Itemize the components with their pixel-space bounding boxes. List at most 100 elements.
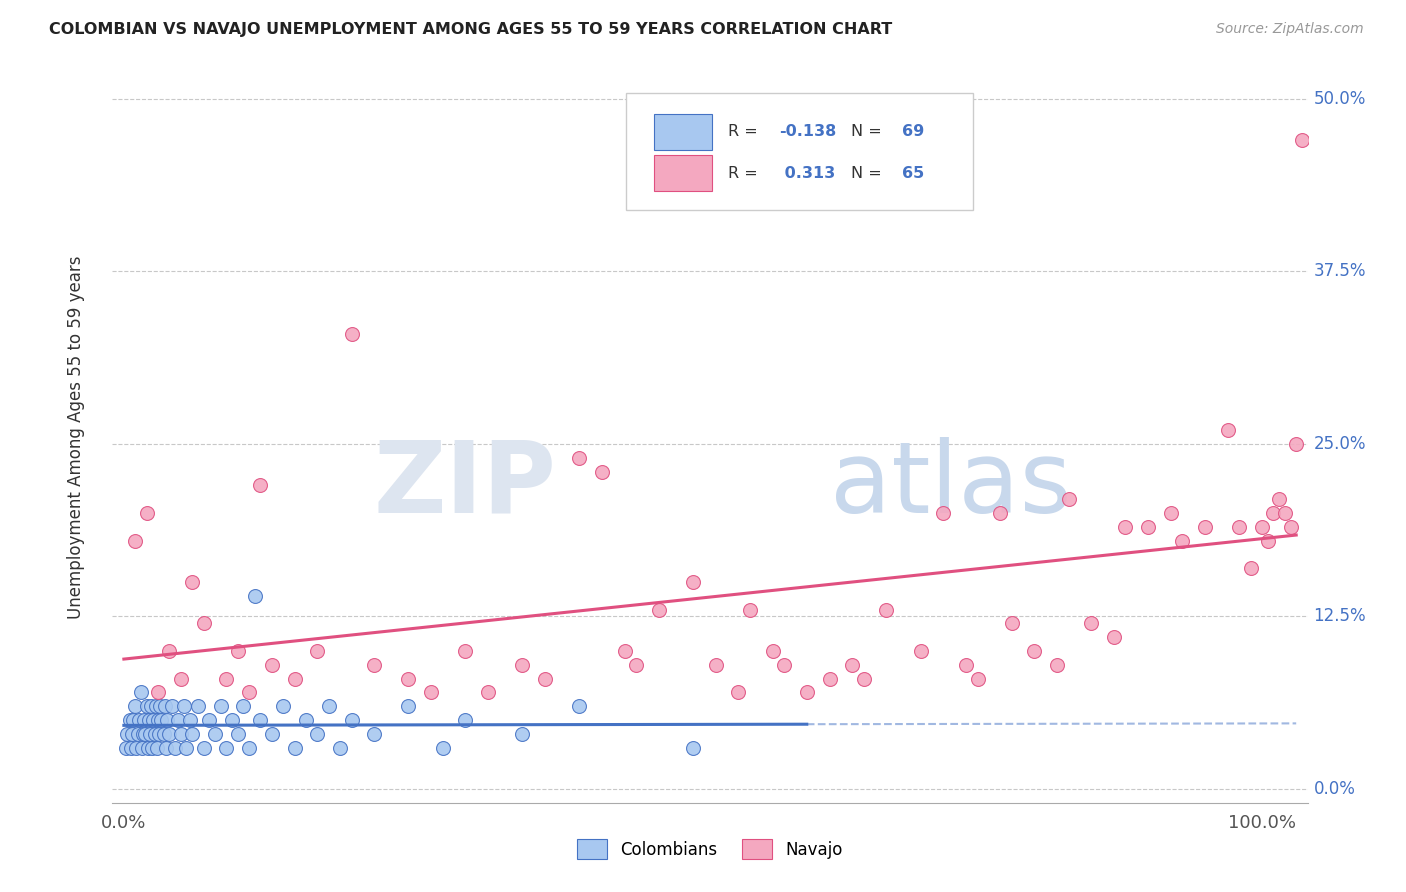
Point [363,727,385,741]
Point [141,699,163,714]
Point [307,727,329,741]
Point [1227,520,1250,534]
Point [260,727,283,741]
Point [146,740,169,755]
Point [146,713,169,727]
Point [129,685,152,699]
Point [329,740,352,755]
Point [243,589,266,603]
Point [1171,533,1194,548]
Point [727,685,749,699]
Point [1102,630,1125,644]
Point [160,699,183,714]
Point [146,685,169,699]
Point [141,740,163,755]
Point [534,672,557,686]
Point [1057,492,1080,507]
Text: 25.0%: 25.0% [1313,435,1367,453]
Point [932,506,955,520]
Point [682,740,704,755]
Point [773,657,796,672]
Point [122,713,145,727]
Point [145,699,167,714]
Point [149,699,172,714]
Point [128,713,150,727]
Point [232,699,254,714]
Text: 0.0%: 0.0% [1313,780,1355,798]
FancyBboxPatch shape [654,114,713,150]
Point [1114,520,1136,534]
Point [568,450,591,465]
Point [120,740,142,755]
Point [260,657,283,672]
Point [454,713,477,727]
Point [173,699,195,714]
Point [762,644,785,658]
Point [142,713,165,727]
Point [1257,533,1279,548]
Point [396,672,419,686]
Point [568,699,591,714]
Point [157,644,180,658]
Point [613,644,636,658]
Point [136,740,159,755]
Text: COLOMBIAN VS NAVAJO UNEMPLOYMENT AMONG AGES 55 TO 59 YEARS CORRELATION CHART: COLOMBIAN VS NAVAJO UNEMPLOYMENT AMONG A… [49,22,893,37]
Point [420,685,443,699]
Point [143,727,166,741]
Text: N =: N = [851,166,887,181]
Point [132,727,155,741]
Point [295,713,318,727]
Text: Source: ZipAtlas.com: Source: ZipAtlas.com [1216,22,1364,37]
Point [454,644,477,658]
Point [818,672,841,686]
Point [249,478,271,492]
Text: R =: R = [728,124,763,139]
Point [796,685,818,699]
Point [510,657,533,672]
Text: 12.5%: 12.5% [1313,607,1367,625]
Point [1216,423,1239,437]
Point [340,713,363,727]
Point [249,713,271,727]
Point [284,672,307,686]
Y-axis label: Unemployment Among Ages 55 to 59 years: Unemployment Among Ages 55 to 59 years [66,255,84,619]
Point [115,740,138,755]
Point [1268,492,1291,507]
Point [150,713,173,727]
Point [1240,561,1263,575]
Point [138,713,160,727]
Legend: Colombians, Navajo: Colombians, Navajo [568,830,852,868]
Point [135,699,157,714]
Point [1251,520,1274,534]
Point [181,574,204,589]
Point [198,713,221,727]
FancyBboxPatch shape [654,155,713,191]
Point [284,740,307,755]
Point [966,672,988,686]
Text: 50.0%: 50.0% [1313,90,1367,108]
Point [955,657,977,672]
Point [648,602,671,616]
Point [153,699,176,714]
Point [148,727,170,741]
Point [875,602,897,616]
Point [170,672,193,686]
FancyBboxPatch shape [627,94,973,211]
Point [121,727,143,741]
Point [1137,520,1160,534]
Point [363,657,385,672]
Text: N =: N = [851,124,887,139]
Point [1279,520,1302,534]
Point [1001,616,1024,631]
Point [1263,506,1285,520]
Point [124,699,146,714]
Point [179,713,201,727]
Point [704,657,727,672]
Point [1024,644,1046,658]
Point [176,740,198,755]
Point [134,713,156,727]
Point [432,740,454,755]
Point [1291,133,1313,147]
Point [165,740,187,755]
Point [852,672,875,686]
